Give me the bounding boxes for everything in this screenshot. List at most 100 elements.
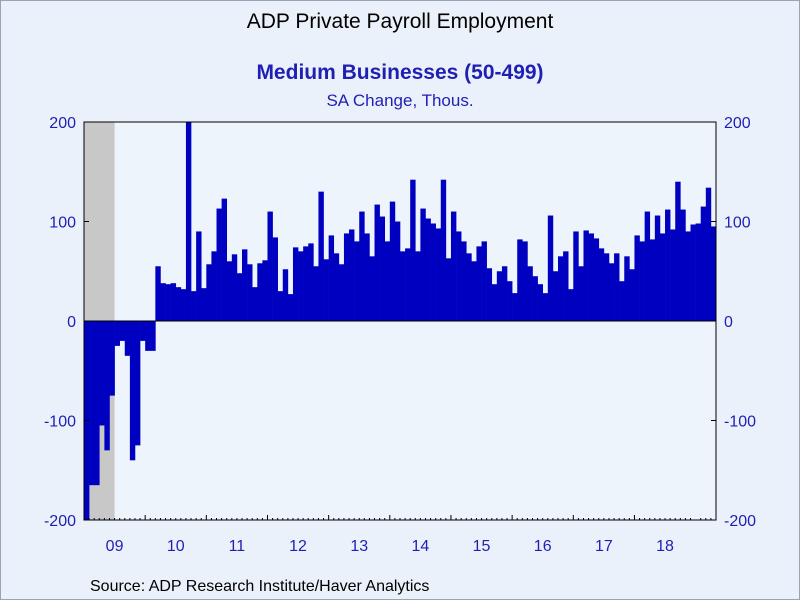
bar	[257, 263, 263, 321]
bar	[119, 321, 126, 341]
bar	[313, 266, 319, 321]
bar	[578, 266, 584, 321]
bar	[242, 249, 248, 321]
bar	[394, 221, 401, 321]
bar	[639, 241, 645, 321]
bar	[114, 321, 120, 346]
y-tick-label-right: 200	[724, 115, 751, 132]
bar	[364, 233, 370, 321]
x-tick-label: 16	[534, 538, 552, 555]
bar	[175, 287, 182, 321]
bar	[491, 284, 498, 321]
bars	[84, 122, 717, 520]
x-tick-label: 11	[229, 538, 246, 555]
bar	[89, 321, 95, 486]
bar	[369, 256, 375, 321]
y-tick-label-left: 200	[49, 115, 76, 132]
bar	[231, 254, 238, 321]
bar	[532, 276, 538, 321]
bar	[349, 229, 355, 321]
bar	[517, 239, 523, 321]
bar	[145, 321, 151, 351]
bar	[124, 321, 131, 356]
y-tick-label-left: -100	[44, 414, 76, 431]
y-tick-label-left: 100	[49, 215, 76, 232]
bar	[608, 263, 615, 321]
bar	[680, 209, 686, 321]
bar	[665, 209, 671, 321]
bar	[603, 253, 610, 321]
bar	[191, 291, 197, 321]
bar	[619, 281, 625, 321]
bar	[384, 241, 391, 321]
y-tick-label-left: -200	[44, 513, 76, 530]
chart-subtitle: Medium Businesses (50-499)	[256, 61, 544, 84]
source-note: Source: ADP Research Institute/Haver Ana…	[90, 578, 430, 595]
bar	[481, 241, 487, 321]
bar	[180, 289, 187, 321]
bar	[318, 191, 324, 321]
y-tick-label-right: -200	[724, 513, 756, 530]
bar	[359, 211, 365, 321]
bar	[710, 226, 717, 321]
bar	[654, 215, 661, 321]
bar	[456, 231, 462, 321]
bar	[649, 239, 656, 321]
y-tick-label-right: 100	[724, 215, 751, 232]
bar	[109, 321, 115, 396]
bar	[705, 187, 712, 321]
bar	[629, 269, 635, 321]
bar	[185, 122, 192, 321]
bar	[522, 241, 528, 321]
bar	[277, 291, 284, 321]
bar	[685, 231, 691, 321]
bar	[690, 224, 696, 321]
bar	[537, 284, 544, 321]
bar	[558, 256, 564, 321]
bar	[670, 229, 676, 321]
chart-unit-label: SA Change, Thous.	[326, 91, 474, 110]
bar	[165, 284, 171, 321]
bar	[644, 211, 651, 321]
bar	[354, 241, 360, 321]
bar	[461, 241, 467, 321]
bar	[573, 231, 579, 321]
bar	[160, 283, 166, 321]
bar	[303, 246, 309, 322]
bar	[512, 293, 518, 321]
bar	[333, 253, 340, 321]
bar	[155, 266, 161, 321]
bar	[94, 321, 100, 486]
bar	[221, 198, 228, 321]
bar	[496, 271, 503, 321]
bar	[563, 251, 569, 321]
bar	[450, 211, 457, 321]
x-tick-label: 09	[106, 538, 124, 555]
bar	[527, 266, 533, 321]
bar	[389, 201, 396, 321]
bar	[104, 321, 110, 451]
bar	[170, 283, 177, 321]
bar	[700, 206, 707, 321]
bar	[568, 289, 574, 321]
bar	[328, 235, 335, 321]
bar	[634, 235, 640, 321]
bar	[598, 248, 605, 321]
bar	[445, 258, 452, 321]
bar	[206, 264, 212, 321]
bar	[659, 233, 666, 321]
bar	[588, 233, 594, 321]
y-tick-label-right: -100	[724, 414, 756, 431]
bar	[129, 321, 136, 461]
bar	[400, 251, 406, 321]
bar	[430, 223, 436, 321]
bar	[267, 211, 273, 321]
x-tick-label: 18	[656, 538, 674, 555]
bar	[440, 179, 447, 321]
bar	[338, 264, 345, 321]
x-tick-label: 17	[595, 538, 613, 555]
bar	[624, 256, 630, 321]
x-tick-label: 12	[289, 538, 307, 555]
bar	[542, 293, 549, 321]
